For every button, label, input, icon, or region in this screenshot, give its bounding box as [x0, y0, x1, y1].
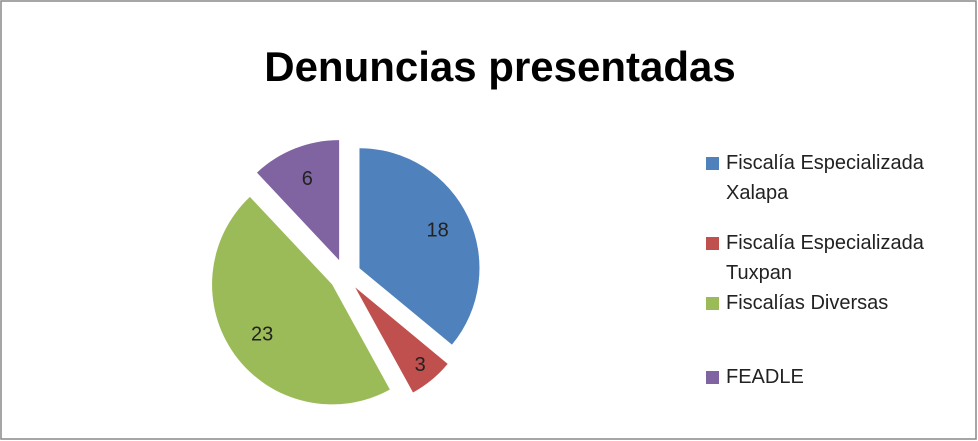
legend-item: FEADLE	[706, 362, 966, 392]
data-label: 23	[251, 323, 273, 345]
legend-label: FEADLE	[726, 366, 804, 388]
data-label: 18	[427, 220, 449, 242]
legend-label: Fiscalías Diversas	[726, 292, 889, 314]
legend-swatch	[706, 157, 719, 170]
legend-item: Fiscalía Especializada Tuxpan	[706, 228, 966, 288]
legend-label: Fiscalía Especializada Xalapa	[726, 152, 924, 204]
pie-slice	[359, 148, 480, 345]
pie-slice	[355, 287, 448, 393]
legend-item: Fiscalía Especializada Xalapa	[706, 148, 966, 208]
data-label: 6	[302, 168, 313, 190]
legend-label: Fiscalía Especializada Tuxpan	[726, 232, 924, 284]
legend-item: Fiscalías Diversas	[706, 288, 966, 318]
pie-slice	[256, 140, 340, 261]
legend-swatch	[706, 237, 719, 250]
chart-title: Denuncias presentadas	[264, 43, 736, 90]
legend-swatch	[706, 297, 719, 310]
data-label: 3	[415, 354, 426, 376]
legend-swatch	[706, 371, 719, 384]
pie-slice	[212, 196, 390, 405]
